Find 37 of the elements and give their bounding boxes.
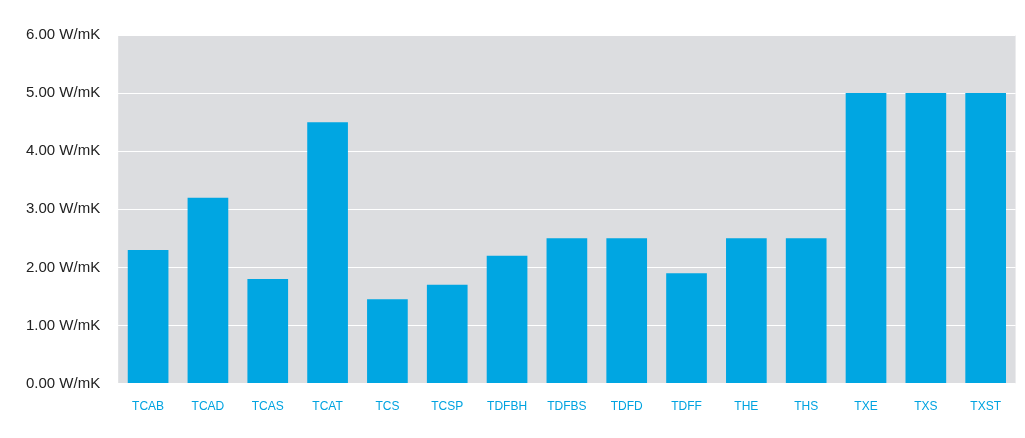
- bar: [187, 197, 229, 384]
- bar: [247, 279, 289, 384]
- bar: [367, 299, 408, 384]
- x-tick-label: TCSP: [431, 399, 464, 414]
- bar: [546, 238, 588, 384]
- bar: [606, 238, 648, 384]
- x-tick-label: TCAS: [251, 399, 284, 414]
- x-tick-label: TCS: [375, 399, 400, 414]
- x-tick-label: TCAB: [132, 399, 165, 414]
- bar: [666, 273, 707, 384]
- x-tick-label: TDFBS: [547, 399, 587, 414]
- bar: [127, 249, 169, 384]
- bar: [307, 122, 348, 384]
- bar: [426, 284, 468, 384]
- x-tick-label: TDFF: [671, 399, 702, 414]
- x-tick-label: TXS: [914, 399, 938, 414]
- y-tick-label: 6.00 W/mK: [26, 25, 101, 43]
- bar: [726, 238, 767, 384]
- bar: [965, 93, 1007, 384]
- y-tick-label: 2.00 W/mK: [26, 257, 101, 275]
- x-tick-label: TXE: [854, 399, 878, 414]
- bar: [905, 93, 947, 384]
- y-tick-label: 4.00 W/mK: [26, 141, 101, 159]
- x-tick-label: TDFD: [610, 399, 644, 414]
- y-tick-label: 0.00 W/mK: [26, 373, 101, 391]
- y-tick-label: 5.00 W/mK: [26, 83, 101, 101]
- x-tick-label: THE: [734, 399, 759, 414]
- x-tick-label: TXST: [970, 399, 1002, 414]
- bar: [785, 238, 827, 384]
- x-tick-label: TCAD: [191, 399, 225, 414]
- bar: [845, 93, 887, 384]
- y-tick-label: 1.00 W/mK: [26, 315, 101, 333]
- x-tick-label: THS: [794, 399, 819, 414]
- x-tick-label: TCAT: [312, 399, 344, 414]
- bar: [486, 255, 528, 384]
- y-tick-label: 3.00 W/mK: [26, 199, 101, 217]
- x-tick-label: TDFBH: [487, 399, 528, 414]
